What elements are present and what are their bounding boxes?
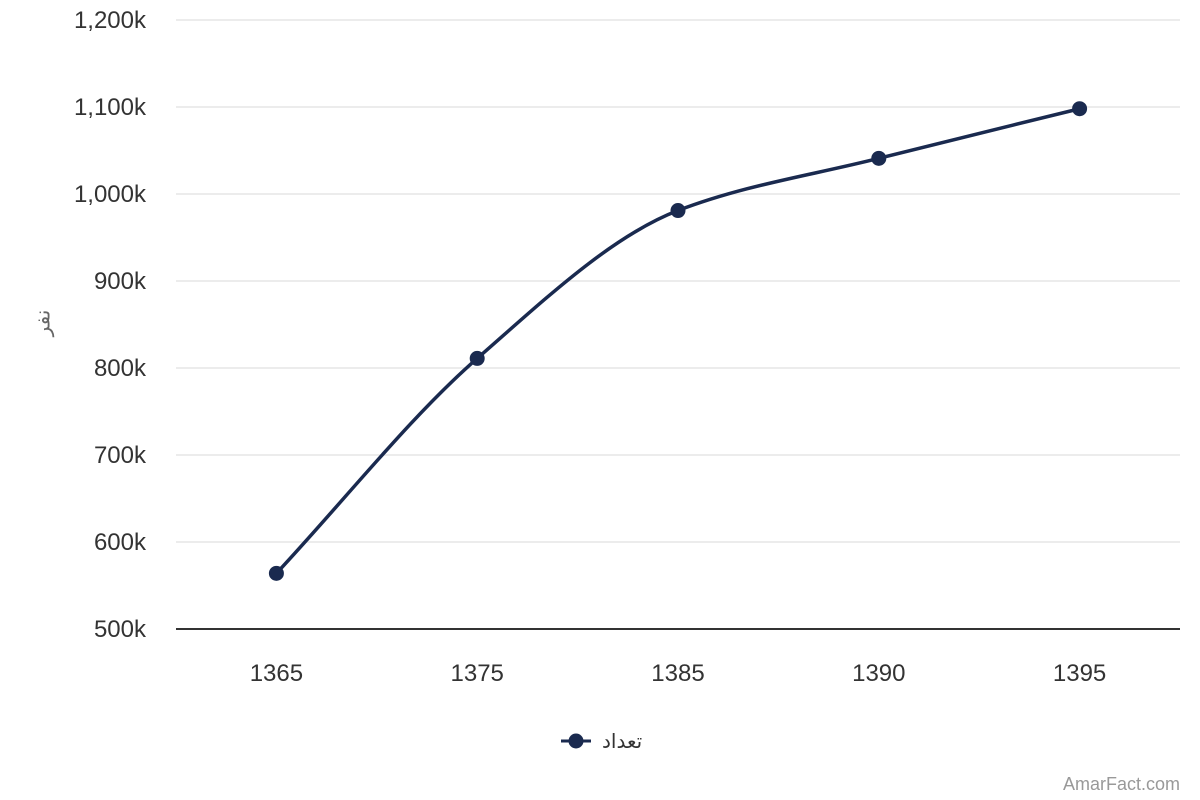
x-tick-label: 1385 (651, 660, 704, 687)
x-tick-label: 1375 (451, 660, 504, 687)
y-axis-tick-labels: 500k 600k 700k 800k 900k 1,000k 1,100k 1,200k (74, 7, 147, 643)
y-tick-label: 600k (94, 529, 147, 556)
x-tick-label: 1365 (250, 660, 303, 687)
x-tick-label: 1390 (852, 660, 905, 687)
data-point[interactable] (871, 150, 887, 166)
y-tick-label: 700k (94, 442, 147, 469)
legend-label-tedad: تعداد (602, 729, 642, 753)
legend-point-marker (568, 733, 584, 749)
y-tick-label: 900k (94, 268, 147, 295)
y-tick-label: 800k (94, 355, 147, 382)
y-axis-title: نفر (31, 310, 55, 338)
series-tedad[interactable] (268, 101, 1088, 581)
y-tick-label: 500k (94, 616, 147, 643)
data-point[interactable] (268, 565, 284, 581)
y-tick-label: 1,100k (74, 94, 147, 121)
y-tick-label: 1,200k (74, 7, 147, 34)
data-point[interactable] (670, 203, 686, 219)
grid-lines (176, 19, 1180, 543)
y-tick-label: 1,000k (74, 181, 147, 208)
data-point[interactable] (1072, 101, 1088, 117)
x-axis-tick-labels: 1365 1375 1385 1390 1395 (250, 660, 1107, 687)
x-tick-label: 1395 (1053, 660, 1106, 687)
series-line (275, 107, 1081, 575)
credit-link[interactable]: AmarFact.com (1063, 774, 1180, 794)
legend[interactable]: تعداد (561, 729, 642, 753)
data-point[interactable] (469, 350, 485, 366)
